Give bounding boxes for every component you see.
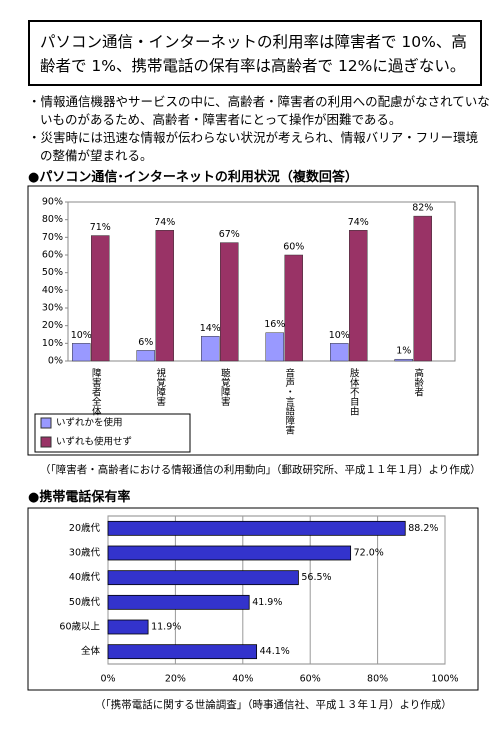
x-tick-label: 高齢者	[412, 367, 424, 397]
bar	[394, 358, 413, 362]
section-heading: ●携帯電話保有率	[28, 490, 131, 505]
x-tick-label: 20%	[165, 674, 186, 685]
bar	[330, 343, 349, 362]
y-tick-label: 40歳代	[69, 571, 101, 583]
bar	[107, 545, 352, 561]
value-label: 82%	[412, 203, 433, 214]
value-label: 88.2%	[408, 523, 438, 534]
y-tick-label: 20歳代	[69, 522, 101, 534]
bar	[91, 235, 110, 362]
value-label: 10%	[329, 330, 350, 341]
value-label: 56.5%	[301, 572, 331, 583]
bullet: ・災害時には迅速な情報が伝わらない状況が考えられ、情報バリア・フリー環境の整備が…	[28, 130, 479, 163]
bar	[107, 594, 250, 610]
chart-frame	[27, 507, 479, 691]
value-label: 44.1%	[260, 646, 290, 657]
legend-label: いずれも使用せず	[56, 436, 132, 448]
plot-frame	[67, 201, 456, 362]
x-tick-label: 40%	[232, 674, 253, 685]
legend-swatch	[40, 417, 52, 429]
y-tick-label: 90%	[42, 197, 63, 208]
value-label: 71%	[90, 222, 111, 233]
x-tick-label: 肢体不自由	[348, 367, 360, 416]
legend-label: いずれかを使用	[56, 417, 123, 429]
bar	[72, 343, 91, 362]
bar	[220, 242, 239, 362]
bar	[155, 230, 174, 362]
x-tick-label: 聴覚障害	[219, 368, 231, 407]
bar	[107, 520, 406, 536]
x-tick-label: 障害者全体	[90, 367, 102, 416]
x-tick-label: 視覚障害	[154, 367, 166, 407]
x-tick-label: 60%	[300, 674, 321, 685]
y-tick-label: 40%	[42, 285, 63, 296]
plot-frame	[107, 515, 446, 665]
y-tick-label: 60歳以上	[59, 621, 100, 633]
value-label: 16%	[264, 319, 285, 330]
y-tick-label: 30%	[42, 303, 63, 314]
value-label: 60%	[283, 242, 304, 253]
x-tick-label: 音声・言語障害	[283, 367, 295, 435]
y-tick-label: 全体	[81, 645, 101, 657]
bar	[349, 230, 368, 362]
bullet: ・情報通信機器やサービスの中に、高齢者・障害者の利用への配慮がなされていないもの…	[28, 94, 490, 127]
x-tick-label: 0%	[100, 674, 115, 685]
chart-frame	[27, 185, 479, 456]
value-label: 14%	[200, 323, 221, 334]
bar	[284, 254, 303, 362]
bar	[107, 570, 299, 586]
value-label: 10%	[71, 330, 92, 341]
bar	[136, 350, 155, 362]
y-tick-label: 60%	[42, 250, 63, 261]
value-label: 1%	[396, 346, 411, 357]
y-tick-label: 50%	[42, 267, 63, 278]
value-label: 11.9%	[151, 622, 181, 633]
title-box: パソコン通信・インターネットの利用率は障害者で 10%、高齢者で 1%、携帯電話…	[28, 20, 482, 86]
bar	[413, 215, 432, 362]
bar	[107, 644, 258, 660]
value-label: 74%	[154, 217, 175, 228]
y-tick-label: 50歳代	[69, 596, 101, 608]
y-tick-label: 70%	[42, 232, 63, 243]
source: （「障害者・高齢者における情報通信の利用動向」（郵政研究所、平成１１年１月）より…	[40, 464, 481, 476]
x-tick-label: 80%	[367, 674, 388, 685]
value-label: 6%	[138, 337, 153, 348]
legend-swatch	[40, 436, 52, 448]
y-tick-label: 80%	[42, 214, 63, 225]
bar	[107, 619, 149, 635]
value-label: 41.9%	[252, 597, 282, 608]
x-tick-label: 100%	[431, 674, 458, 685]
y-tick-label: 20%	[42, 320, 63, 331]
y-tick-label: 10%	[42, 338, 63, 349]
y-tick-label: 0%	[48, 356, 63, 367]
section-heading: ●パソコン通信･インターネットの利用状況（複数回答）	[28, 170, 358, 185]
bar	[265, 332, 284, 362]
value-label: 72.0%	[354, 548, 384, 559]
source: （「携帯電話に関する世論調査」（時事通信社、平成１３年１月）より作成）	[95, 699, 452, 711]
value-label: 74%	[348, 217, 369, 228]
value-label: 67%	[219, 229, 240, 240]
y-tick-label: 30歳代	[69, 547, 101, 559]
legend-frame	[34, 413, 191, 453]
bar	[201, 336, 220, 362]
